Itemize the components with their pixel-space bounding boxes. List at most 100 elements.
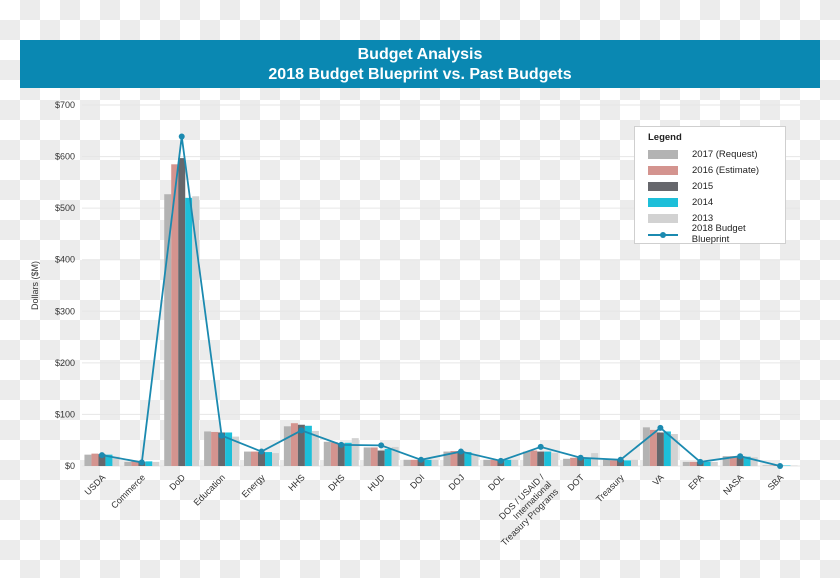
x-tick-label: DOI — [408, 472, 426, 490]
data-point-marker — [218, 432, 225, 439]
bar — [244, 451, 251, 466]
bar — [624, 460, 631, 466]
bar — [370, 447, 378, 466]
data-point-marker — [737, 453, 744, 460]
bar — [403, 459, 411, 466]
bar — [483, 459, 491, 466]
data-point-marker — [378, 442, 385, 449]
bar — [457, 451, 465, 466]
bar — [377, 450, 385, 466]
bar — [769, 465, 777, 466]
bar — [537, 451, 545, 466]
bar — [603, 459, 610, 466]
bar — [112, 456, 120, 466]
bar — [563, 458, 571, 466]
bar — [258, 452, 265, 466]
data-point-marker — [697, 458, 704, 465]
bar — [91, 453, 99, 466]
legend: Legend 2017 (Request) 2016 (Estimate) 20… — [634, 126, 786, 245]
svg-text:DoD: DoD — [167, 472, 187, 492]
bar — [610, 460, 617, 466]
legend-swatch — [648, 149, 678, 159]
svg-text:Commerce: Commerce — [109, 472, 147, 510]
svg-text:VA: VA — [651, 472, 666, 487]
chart-title-banner: Budget Analysis 2018 Budget Blueprint vs… — [20, 40, 820, 88]
bar — [722, 456, 730, 466]
y-tick-label: $400 — [55, 255, 75, 265]
bar — [790, 465, 798, 466]
legend-swatch — [648, 181, 678, 191]
bar — [431, 459, 439, 466]
bar — [689, 461, 697, 466]
svg-text:NASA: NASA — [721, 472, 745, 496]
bar — [185, 197, 193, 467]
data-point-marker — [657, 424, 664, 431]
x-tick-label: DHS — [326, 472, 347, 493]
bar — [98, 454, 106, 466]
data-point-marker — [497, 457, 504, 464]
bar — [211, 431, 219, 466]
svg-text:HHS: HHS — [286, 472, 307, 493]
y-axis-label: Dollars ($M) — [30, 261, 40, 310]
legend-swatch — [648, 213, 678, 223]
bar — [145, 461, 153, 466]
bar — [290, 423, 298, 466]
bar — [330, 442, 338, 466]
data-point-marker — [617, 456, 624, 463]
bar — [783, 465, 791, 466]
bar — [504, 459, 512, 466]
legend-item: 2014 — [648, 194, 785, 210]
bar — [544, 451, 552, 466]
legend-swatch — [648, 197, 678, 207]
bar — [171, 164, 179, 467]
svg-text:DOL: DOL — [486, 472, 506, 492]
bar — [682, 461, 690, 466]
bar — [225, 432, 233, 466]
bar — [272, 453, 279, 466]
bar — [283, 426, 291, 466]
y-tick-label: $100 — [55, 409, 75, 419]
chart-subtitle: 2018 Budget Blueprint vs. Past Budgets — [268, 66, 572, 83]
bar — [443, 451, 451, 466]
bar — [344, 442, 352, 466]
y-tick-label: $500 — [55, 203, 75, 213]
x-tick-label: VA — [651, 472, 666, 487]
bar — [736, 456, 744, 466]
bar — [218, 432, 226, 466]
legend-item: 2018 Budget Blueprint — [648, 223, 785, 245]
svg-text:EPA: EPA — [686, 472, 705, 491]
svg-text:SBA: SBA — [766, 472, 786, 492]
bar — [424, 459, 432, 466]
data-point-marker — [138, 459, 145, 466]
bar — [131, 461, 139, 466]
y-tick-label: $700 — [55, 100, 75, 110]
bar — [670, 434, 678, 466]
svg-text:Energy: Energy — [240, 472, 268, 500]
bar — [192, 196, 200, 466]
bar — [743, 456, 751, 466]
bar — [464, 452, 472, 466]
svg-text:DOI: DOI — [408, 472, 426, 490]
bar — [710, 461, 718, 466]
x-tick-label: Education — [192, 472, 227, 507]
blueprint-line — [101, 136, 781, 467]
bar — [762, 465, 770, 466]
x-tick-label: DoD — [167, 472, 187, 492]
bar — [417, 459, 425, 466]
bar — [649, 429, 657, 466]
legend-item: 2013 — [648, 210, 785, 226]
bar — [577, 457, 585, 466]
data-point-marker — [777, 463, 784, 469]
bar — [124, 461, 132, 466]
bar — [490, 459, 498, 466]
svg-text:DOT: DOT — [566, 472, 587, 493]
bar — [304, 425, 312, 466]
bar — [729, 456, 737, 466]
y-tick-label: $300 — [55, 306, 75, 316]
bar — [351, 438, 359, 466]
bar — [178, 158, 186, 466]
data-point-marker — [577, 454, 584, 461]
x-tick-label: Energy — [240, 472, 268, 500]
bar — [311, 430, 319, 466]
x-tick-label: NASA — [721, 472, 745, 496]
